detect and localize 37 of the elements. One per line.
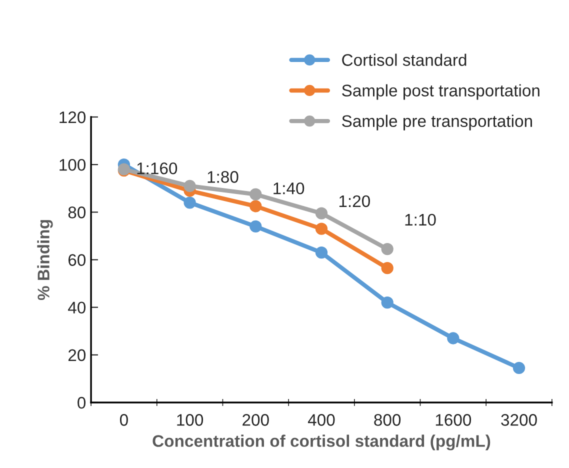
- point: [381, 296, 394, 309]
- annotation: 1:40: [274, 182, 304, 194]
- x-tick-label: 3200: [501, 414, 537, 426]
- x-tick-label: 1600: [436, 414, 472, 426]
- point: [184, 196, 196, 209]
- point: [315, 222, 328, 235]
- point: [381, 262, 394, 274]
- legend-label: Sample post transportation: [342, 84, 540, 100]
- y-tick-label: 80: [68, 206, 86, 218]
- annotation: 1:160: [137, 162, 178, 174]
- point: [512, 362, 526, 374]
- x-tick-label: 200: [242, 414, 269, 426]
- annotation: 1:10: [405, 214, 436, 226]
- x-tick-label: 800: [374, 414, 401, 426]
- y-tick-label: 120: [60, 111, 86, 124]
- point: [250, 200, 262, 212]
- point: [250, 188, 262, 200]
- annotation: 1:20: [339, 195, 370, 208]
- x-axis-title: Concentration of cortisol standard (pg/mL): [152, 434, 490, 450]
- annotation: 1:80: [208, 171, 238, 183]
- x-tick-label: 0: [120, 414, 128, 426]
- point: [381, 242, 394, 256]
- y-tick-label: 20: [68, 349, 86, 362]
- y-tick-label: 40: [68, 302, 86, 314]
- x-tick-label: 400: [308, 414, 335, 426]
- y-tick-label: 100: [60, 158, 86, 171]
- point: [315, 246, 328, 259]
- point: [184, 180, 196, 192]
- y-axis-title: % Binding: [37, 220, 53, 300]
- y-tick-label: 0: [78, 396, 86, 409]
- point: [315, 207, 328, 220]
- point: [447, 332, 460, 344]
- x-tick-label: 100: [177, 414, 204, 426]
- point: [250, 220, 262, 233]
- legend-label: Cortisol standard: [342, 54, 466, 66]
- y-tick-label: 60: [68, 254, 86, 266]
- legend-label: Sample pre transportation: [342, 114, 532, 130]
